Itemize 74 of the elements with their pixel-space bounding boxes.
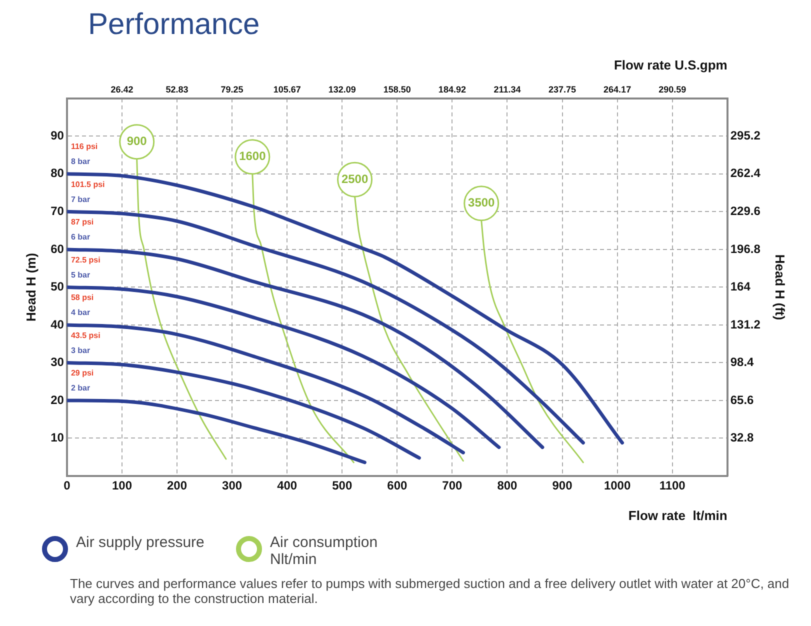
x-tick-label: 600	[387, 478, 408, 493]
y2-tick-label: 65.6	[730, 392, 754, 407]
x2-tick-label: 290.59	[658, 84, 686, 94]
x-tick-label: 400	[277, 478, 298, 493]
x2-tick-label: 105.67	[273, 84, 301, 94]
y-tick-label: 60	[50, 242, 64, 256]
x-tick-label: 1100	[659, 478, 686, 493]
y-tick-label: 90	[50, 128, 64, 142]
series-label: 3 bar	[70, 346, 90, 355]
x2-axis-title: Flow rate U.S.gpm	[614, 57, 728, 72]
series-label: 2500	[341, 172, 368, 186]
x2-tick-label: 264.17	[604, 84, 632, 94]
annotation: 101.5 psi	[70, 180, 105, 189]
x-tick-label: 100	[112, 478, 132, 493]
x-axis-title: Flow rate lt/min	[628, 508, 728, 523]
y2-tick-label: 196.8	[730, 242, 761, 256]
line-series	[66, 398, 366, 464]
x2-tick-label: 26.42	[110, 84, 134, 94]
y-tick-label: 80	[50, 166, 64, 180]
series-label: 2 bar	[70, 384, 90, 393]
x-tick-label: 500	[332, 478, 352, 493]
text: Air consumption Nlt/min	[270, 534, 379, 568]
annotation: 87 psi	[70, 218, 94, 227]
y-tick-label: 40	[50, 317, 64, 332]
text: Air supply pressure	[76, 534, 206, 551]
y-tick-label: 10	[50, 430, 64, 445]
line-series	[66, 210, 585, 445]
y2-tick-label: 98.4	[730, 355, 754, 370]
y-axis-title: Head H (m)	[23, 252, 38, 322]
y2-tick-label: 32.8	[730, 430, 754, 445]
series-label: 1600	[239, 149, 266, 164]
series-label: 4 bar	[70, 308, 90, 318]
y-tick-label: 30	[50, 355, 64, 370]
y-tick-label: 20	[50, 392, 64, 407]
line-series	[66, 323, 465, 454]
annotation: 72.5 psi	[70, 255, 100, 264]
line-series	[66, 285, 501, 450]
y2-tick-label: 164	[730, 280, 751, 294]
x-tick-label: 300	[222, 478, 242, 493]
x2-tick-label: 52.83	[166, 84, 188, 94]
annotation: 58 psi	[70, 293, 94, 302]
x2-tick-label: 132.09	[328, 84, 356, 94]
x-tick-label: 0	[64, 478, 71, 493]
line-series	[66, 248, 544, 450]
x2-tick-label: 237.75	[548, 84, 576, 94]
chart-title: Performance	[88, 8, 261, 42]
y-tick-label: 70	[50, 204, 64, 218]
series-label: 3500	[468, 196, 496, 210]
y-tick-label: 50	[50, 280, 64, 294]
annotation: 43.5 psi	[70, 330, 100, 340]
x-tick-label: 200	[167, 478, 188, 493]
annotation: 116 psi	[70, 142, 98, 152]
y2-axis-title: Head H (ft)	[772, 254, 788, 320]
series-label: 7 bar	[70, 194, 90, 204]
x2-tick-label: 184.92	[438, 84, 466, 94]
series-label: 900	[126, 134, 148, 148]
series-label: 8 bar	[70, 157, 90, 166]
y2-tick-label: 229.6	[730, 204, 761, 218]
x2-tick-label: 79.25	[220, 84, 244, 94]
line-series	[66, 172, 624, 445]
series-label: 6 bar	[70, 232, 90, 242]
y2-tick-label: 262.4	[730, 166, 761, 180]
x-tick-label: 1000	[604, 478, 631, 493]
line-series	[66, 360, 421, 460]
text: The curves and performance values refer to pumps with submerged suction and a free delivery outlet with water at 20°C, and vary according to the construction material.	[70, 576, 790, 606]
annotation: 29 psi	[70, 368, 94, 378]
x2-tick-label: 158.50	[383, 84, 411, 94]
x2-tick-label: 211.34	[494, 84, 521, 94]
y2-tick-label: 295.2	[730, 128, 761, 142]
x-tick-label: 700	[442, 478, 463, 493]
x-tick-label: 900	[552, 478, 573, 493]
y2-tick-label: 131.2	[730, 317, 761, 332]
x-tick-label: 800	[497, 478, 518, 493]
series-label: 5 bar	[70, 270, 90, 280]
